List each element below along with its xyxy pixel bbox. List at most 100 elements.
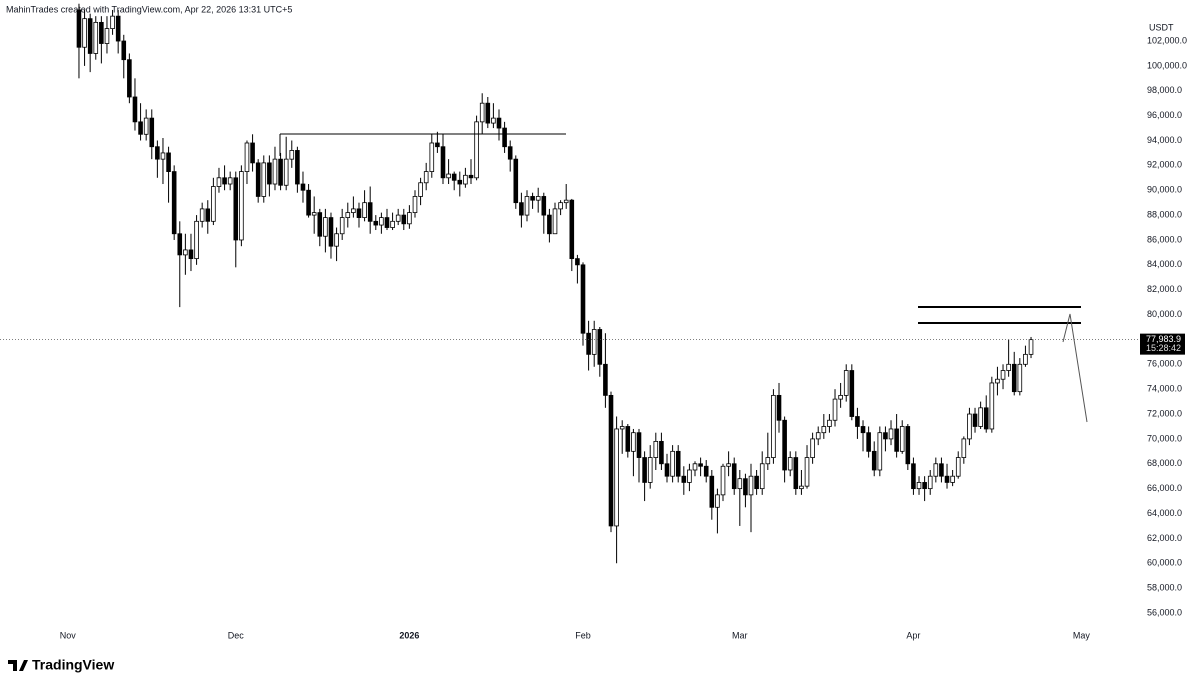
candle-body [502, 127, 507, 148]
candle-body [199, 208, 205, 222]
candle-body [205, 208, 211, 222]
candle-body [339, 217, 345, 235]
candle-body [418, 182, 423, 197]
candle-body [356, 208, 362, 218]
candle-body [888, 428, 894, 440]
candle-body [334, 233, 339, 247]
candle-body [754, 475, 759, 490]
candle-body [272, 158, 278, 185]
candle-body [586, 332, 591, 355]
candle-body [843, 370, 849, 396]
candle-body [983, 407, 989, 430]
candle-body [558, 202, 563, 210]
candle-body [82, 18, 87, 48]
candle-body [194, 220, 199, 260]
y-tick-label: 92,000.0 [1147, 160, 1182, 170]
candle-body [507, 146, 513, 160]
candle-body [362, 202, 367, 218]
candle-body [720, 465, 726, 496]
candle-body [815, 432, 821, 440]
candle-body [306, 189, 311, 216]
candle-body [821, 426, 827, 434]
candle-body [563, 199, 569, 204]
y-tick-label: 56,000.0 [1147, 607, 1182, 617]
candle-body [530, 196, 535, 201]
candle-body [379, 217, 384, 226]
candle-body [395, 214, 401, 222]
candle-body [1017, 363, 1023, 393]
candle-body [603, 363, 608, 396]
y-tick-label: 82,000.0 [1147, 284, 1182, 294]
plot-area [76, 3, 1034, 564]
candle-body [782, 419, 787, 471]
candle-body [597, 329, 603, 365]
candle-body [401, 214, 407, 225]
candle-body [591, 329, 597, 355]
candle-body [457, 179, 463, 185]
candle-body [1023, 353, 1028, 365]
candle-body [328, 217, 334, 247]
candle-body [877, 432, 883, 471]
candle-body [765, 457, 771, 465]
candle-body [787, 457, 793, 471]
x-tick-label: Nov [60, 630, 77, 640]
candle-body [99, 21, 104, 44]
candle-body [177, 233, 183, 256]
y-tick-label: 102,000.0 [1147, 35, 1187, 45]
y-tick-label: 64,000.0 [1147, 508, 1182, 518]
candle-body [345, 212, 351, 218]
y-tick-label: 58,000.0 [1147, 582, 1182, 592]
candle-body [642, 457, 647, 483]
candle-body [227, 177, 233, 185]
candle-body [972, 413, 978, 427]
candle-body [451, 173, 457, 181]
y-tick-label: 80,000.0 [1147, 309, 1182, 319]
candle-body [804, 457, 810, 487]
y-tick-label: 72,000.0 [1147, 408, 1182, 418]
candle-body [104, 28, 110, 44]
candle-body [961, 438, 967, 458]
candle-body [127, 59, 132, 98]
candle-body [121, 40, 127, 61]
candle-body [110, 15, 115, 29]
candle-body [1000, 370, 1006, 380]
candle-body [283, 158, 289, 186]
y-tick-label: 84,000.0 [1147, 259, 1182, 269]
candle-body [944, 475, 950, 483]
y-tick-label: 74,000.0 [1147, 384, 1182, 394]
candle-body [871, 450, 877, 471]
candle-body [524, 196, 530, 216]
candle-body [849, 370, 855, 417]
x-tick-label: Mar [732, 630, 748, 640]
candle-body [216, 177, 222, 187]
candle-body [838, 394, 843, 400]
candle-body [132, 96, 138, 123]
candle-body [916, 482, 922, 490]
candle-body [793, 457, 799, 490]
candle-body [244, 142, 250, 172]
candle-body [479, 102, 485, 123]
candle-body [407, 212, 412, 225]
candle-body [535, 196, 541, 201]
candle-body [491, 117, 496, 124]
candle-body [519, 202, 524, 216]
candle-body [619, 426, 625, 430]
candle-body [351, 208, 356, 214]
candle-body [731, 463, 737, 490]
y-tick-label: 62,000.0 [1147, 533, 1182, 543]
credit: MahinTrades created with TradingView.com… [6, 4, 292, 14]
candle-body [250, 142, 255, 164]
candle-body [899, 426, 905, 452]
candle-body [138, 121, 143, 135]
candle-body [295, 150, 300, 185]
candle-body [412, 196, 418, 214]
candle-body [580, 264, 586, 334]
candle-body [709, 475, 715, 508]
candle-body [692, 463, 698, 471]
candle-body [446, 173, 451, 179]
candle-body [827, 419, 832, 427]
candle-body [222, 177, 227, 185]
candle-body [748, 475, 754, 496]
candle-body [659, 440, 664, 465]
